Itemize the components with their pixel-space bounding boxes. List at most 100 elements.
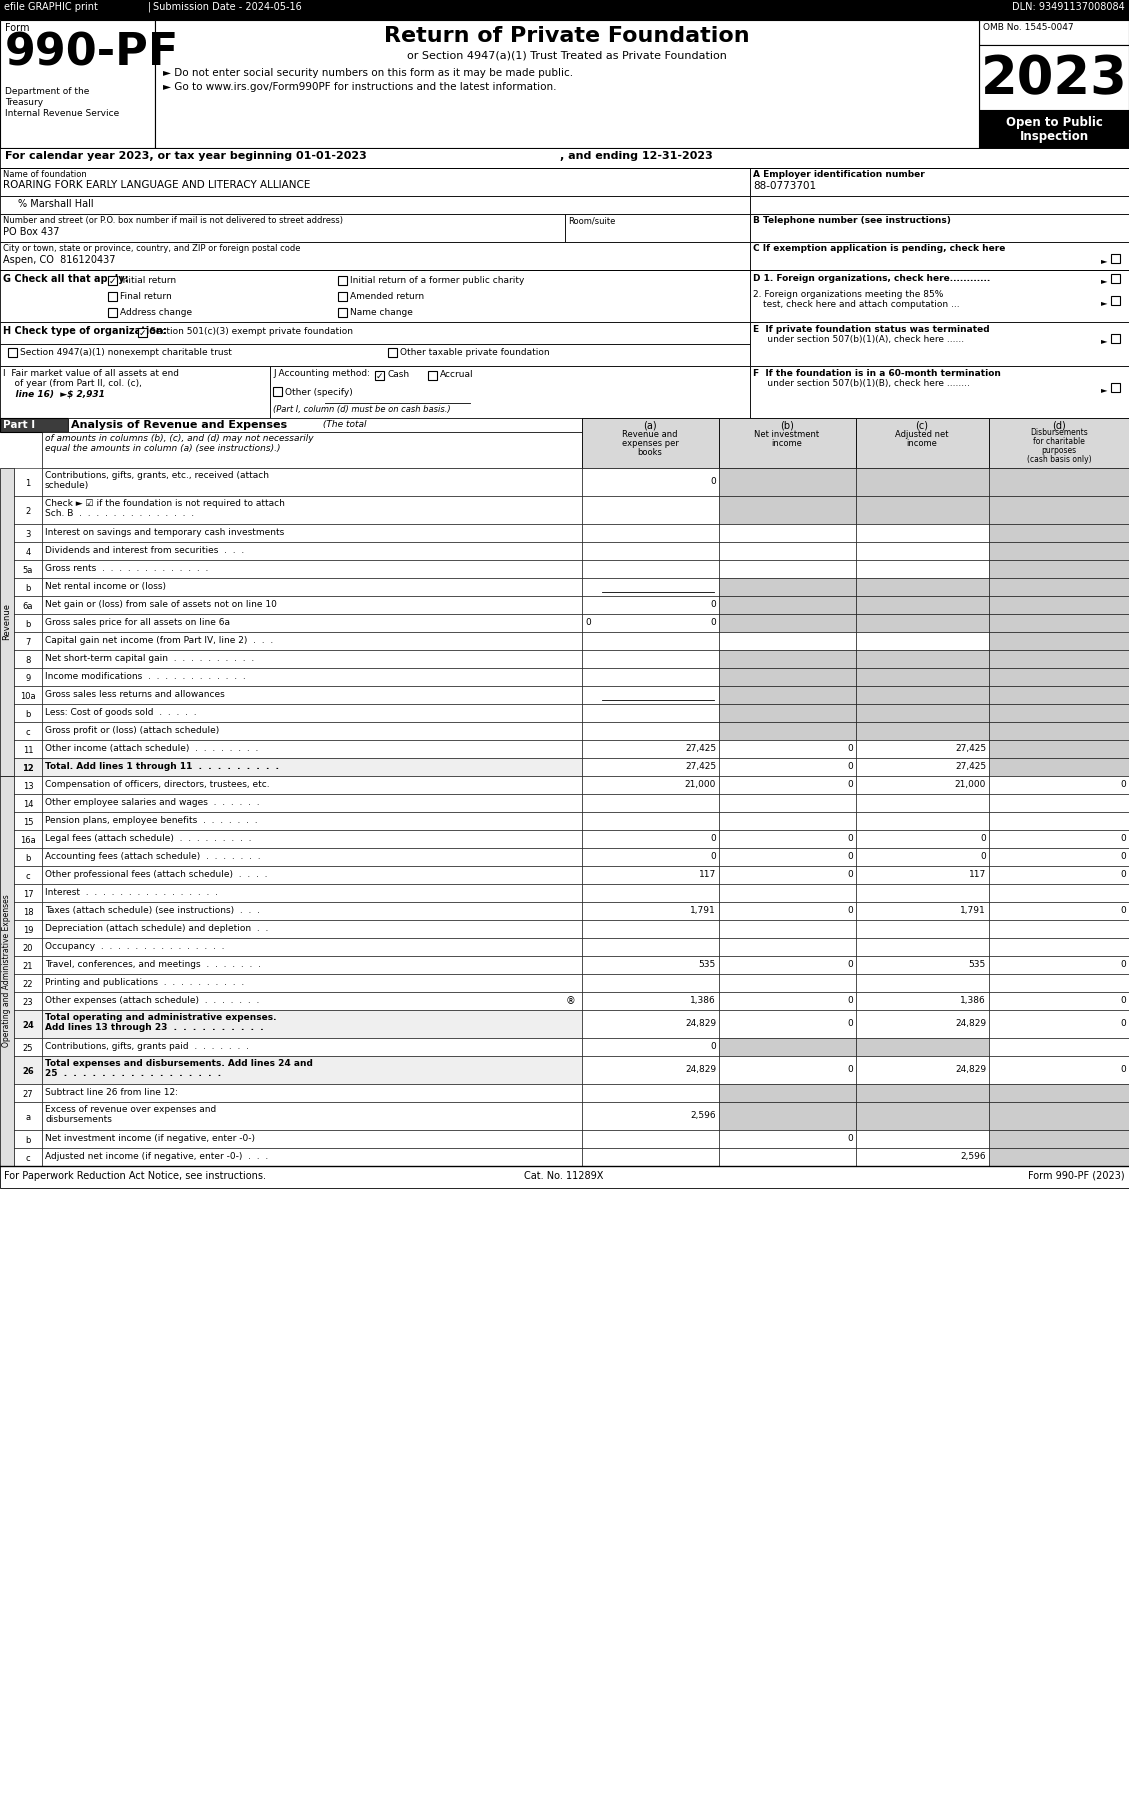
Bar — [856, 795, 989, 813]
Bar — [108, 277, 117, 286]
Text: Cat. No. 11289X: Cat. No. 11289X — [524, 1170, 604, 1181]
Bar — [989, 651, 1129, 669]
Text: 535: 535 — [699, 960, 716, 969]
Text: 20: 20 — [23, 944, 33, 953]
Bar — [42, 669, 583, 687]
Text: b: b — [25, 584, 30, 593]
Text: 10a: 10a — [20, 692, 36, 701]
Bar — [270, 367, 750, 417]
Text: ®: ® — [566, 996, 576, 1007]
Bar — [138, 327, 147, 336]
Bar — [719, 1147, 856, 1165]
Text: (a): (a) — [644, 421, 657, 430]
Text: 0: 0 — [980, 852, 986, 861]
Bar — [989, 939, 1129, 957]
Text: under section 507(b)(1)(A), check here ......: under section 507(b)(1)(A), check here .… — [753, 334, 964, 343]
Text: 0: 0 — [980, 834, 986, 843]
Bar — [856, 1129, 989, 1147]
Bar — [583, 1010, 719, 1037]
Bar — [0, 417, 68, 432]
Bar — [42, 759, 583, 777]
Text: Gross sales less returns and allowances: Gross sales less returns and allowances — [45, 690, 225, 699]
Bar — [583, 669, 719, 687]
Bar — [989, 1037, 1129, 1055]
Text: A Employer identification number: A Employer identification number — [753, 171, 925, 180]
Text: Accounting fees (attach schedule)  .  .  .  .  .  .  .: Accounting fees (attach schedule) . . . … — [45, 852, 261, 861]
Text: a: a — [26, 1113, 30, 1122]
Text: 0: 0 — [1120, 834, 1126, 843]
Bar — [14, 613, 42, 633]
Bar — [14, 595, 42, 613]
Text: 0: 0 — [847, 1135, 854, 1144]
Bar — [1111, 383, 1120, 392]
Bar — [856, 849, 989, 867]
Bar — [719, 1084, 856, 1102]
Bar — [989, 921, 1129, 939]
Bar — [42, 595, 583, 613]
Bar — [42, 957, 583, 975]
Text: efile GRAPHIC print: efile GRAPHIC print — [5, 2, 98, 13]
Text: Analysis of Revenue and Expenses: Analysis of Revenue and Expenses — [71, 421, 287, 430]
Text: 24: 24 — [23, 1021, 34, 1030]
Text: Section 4947(a)(1) nonexempt charitable trust: Section 4947(a)(1) nonexempt charitable … — [20, 349, 231, 358]
Text: Return of Private Foundation: Return of Private Foundation — [384, 25, 750, 47]
Bar — [719, 1010, 856, 1037]
Bar — [719, 777, 856, 795]
Bar — [583, 921, 719, 939]
Text: Name of foundation: Name of foundation — [3, 171, 87, 180]
Bar — [583, 831, 719, 849]
Bar — [979, 45, 1129, 110]
Bar — [375, 370, 384, 379]
Text: 2: 2 — [25, 507, 30, 516]
Bar — [719, 687, 856, 705]
Bar — [42, 1055, 583, 1084]
Text: Other employee salaries and wages  .  .  .  .  .  .: Other employee salaries and wages . . . … — [45, 798, 260, 807]
Text: test, check here and attach computation ...: test, check here and attach computation … — [763, 300, 960, 309]
Bar — [42, 921, 583, 939]
Text: Gross sales price for all assets on line 6a: Gross sales price for all assets on line… — [45, 619, 230, 628]
Text: 0: 0 — [710, 619, 716, 628]
Bar — [338, 291, 347, 300]
Bar — [856, 1037, 989, 1055]
Text: 24,829: 24,829 — [955, 1064, 986, 1073]
Text: 16a: 16a — [20, 836, 36, 845]
Text: Revenue and: Revenue and — [622, 430, 677, 439]
Text: income: income — [771, 439, 803, 448]
Bar — [856, 759, 989, 777]
Bar — [719, 867, 856, 885]
Text: 0: 0 — [847, 870, 854, 879]
Bar — [583, 795, 719, 813]
Text: 0: 0 — [1120, 906, 1126, 915]
Bar — [989, 559, 1129, 577]
Text: Department of the: Department of the — [5, 86, 89, 95]
Text: 15: 15 — [23, 818, 33, 827]
Text: (c): (c) — [916, 421, 928, 430]
Bar — [42, 1102, 583, 1129]
Bar — [42, 885, 583, 903]
Text: For Paperwork Reduction Act Notice, see instructions.: For Paperwork Reduction Act Notice, see … — [5, 1170, 266, 1181]
Text: 1,791: 1,791 — [690, 906, 716, 915]
Text: c: c — [26, 1154, 30, 1163]
Text: Interest on savings and temporary cash investments: Interest on savings and temporary cash i… — [45, 529, 285, 538]
Bar — [14, 496, 42, 523]
Bar — [989, 1102, 1129, 1129]
Bar — [68, 417, 583, 432]
Bar — [989, 885, 1129, 903]
Bar — [14, 813, 42, 831]
Text: 21,000: 21,000 — [955, 780, 986, 789]
Bar — [583, 523, 719, 541]
Text: Number and street (or P.O. box number if mail is not delivered to street address: Number and street (or P.O. box number if… — [3, 216, 343, 225]
Bar — [583, 1147, 719, 1165]
Bar — [0, 0, 1129, 20]
Text: Less: Cost of goods sold  .  .  .  .  .: Less: Cost of goods sold . . . . . — [45, 708, 196, 717]
Text: ✓: ✓ — [139, 329, 147, 338]
Bar — [583, 595, 719, 613]
Bar — [14, 1010, 42, 1037]
Bar — [42, 795, 583, 813]
Text: (b): (b) — [780, 421, 794, 430]
Text: 0: 0 — [1120, 960, 1126, 969]
Bar — [719, 1129, 856, 1147]
Text: Sch. B  .  .  .  .  .  .  .  .  .  .  .  .  .  .: Sch. B . . . . . . . . . . . . . . — [45, 509, 194, 518]
Bar — [14, 957, 42, 975]
Bar — [42, 992, 583, 1010]
